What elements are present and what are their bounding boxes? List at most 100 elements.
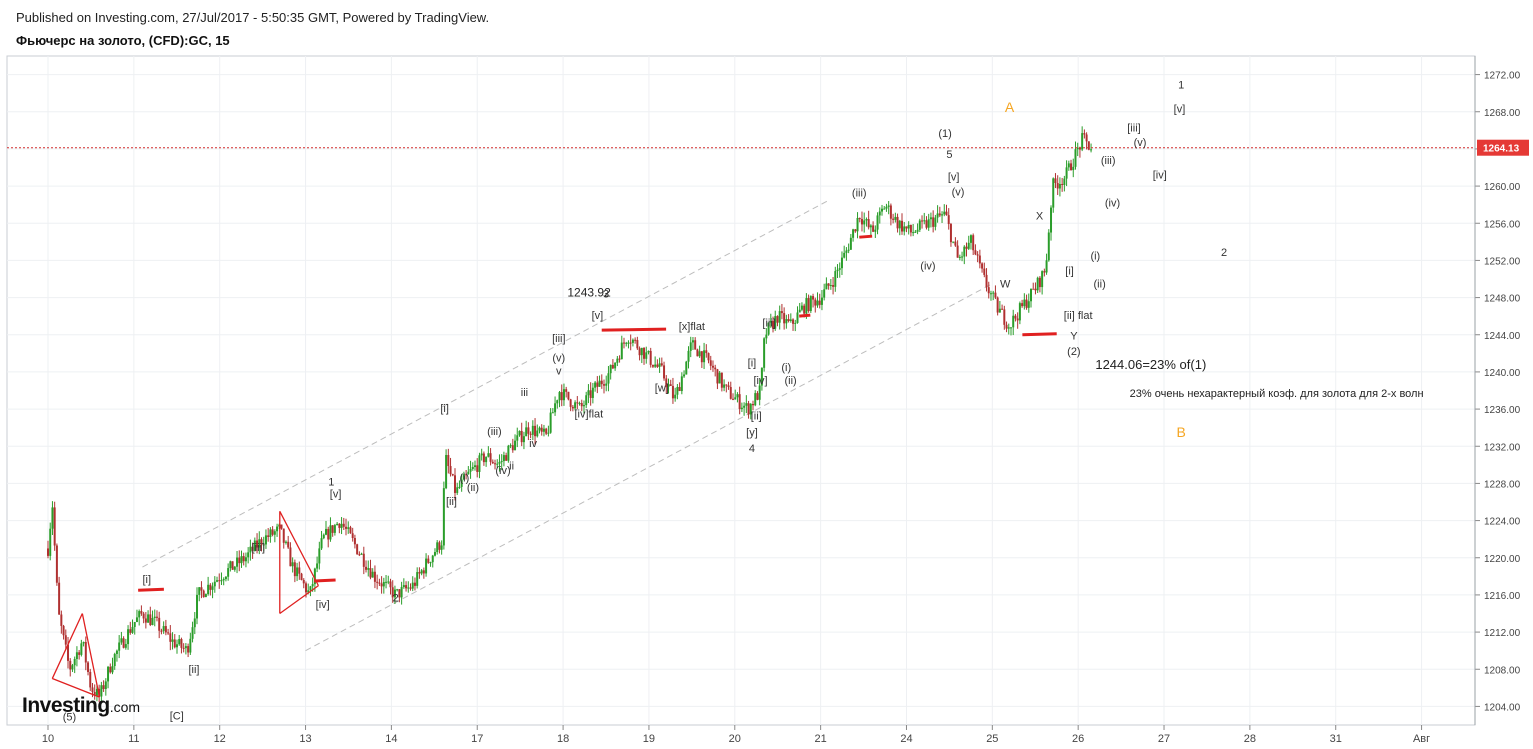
candle-body [133, 621, 136, 627]
candle-body [273, 531, 276, 535]
candle-body [585, 395, 588, 406]
candle-body [78, 652, 81, 655]
candle-body [164, 626, 167, 633]
candle-body [140, 611, 143, 614]
candle-body [927, 219, 930, 228]
candle-body [316, 563, 319, 569]
candle-body [422, 570, 425, 574]
candle-body [207, 584, 210, 595]
candle-body [358, 554, 361, 556]
candle-body [71, 665, 74, 670]
candle-body [193, 618, 196, 628]
candle-body [447, 455, 450, 467]
candle-body [783, 313, 786, 324]
candle-body [396, 589, 399, 591]
candle-body [578, 403, 581, 405]
candle-body [376, 581, 379, 583]
wave-label: (i) [459, 473, 469, 485]
candle-body [967, 242, 970, 249]
investing-logo: Investing.com [22, 694, 140, 718]
candle-body [1027, 301, 1030, 308]
candle-body [627, 342, 630, 344]
candle-body [582, 405, 585, 407]
candle-body [825, 283, 828, 290]
candle-body [389, 581, 392, 588]
candle-body [289, 547, 292, 567]
candle-body [122, 638, 125, 648]
candle-body [144, 618, 147, 623]
candle-body [907, 224, 910, 229]
candle-body [974, 250, 977, 255]
x-tick-label: 13 [299, 733, 311, 745]
candle-body [184, 646, 187, 649]
candle-body [602, 384, 605, 386]
wave-label: (iv) [495, 465, 510, 477]
candle-body [496, 463, 499, 465]
candle-body [534, 425, 537, 437]
candle-body [774, 316, 777, 329]
wave-label: ii [509, 460, 514, 472]
y-tick-label: 1248.00 [1484, 294, 1521, 305]
candle-body [451, 474, 454, 476]
candle-body [309, 586, 312, 591]
candle-body [1081, 133, 1084, 150]
candle-body [491, 461, 494, 464]
candle-body [954, 241, 957, 246]
candle-body [380, 583, 383, 587]
candle-body [838, 268, 841, 270]
candle-body [465, 474, 468, 476]
candle-body [778, 311, 781, 323]
candle-body [671, 385, 674, 399]
candle-body [347, 527, 350, 529]
candle-body [427, 558, 430, 563]
wave-label: [iii] [762, 317, 775, 329]
candle-body [436, 542, 439, 553]
candle-body [1085, 134, 1088, 142]
candle-body [224, 576, 227, 580]
candle-body [729, 387, 732, 399]
level-marker [138, 587, 164, 592]
wave-label: [v] [948, 172, 960, 184]
candle-body [981, 263, 984, 269]
candle-body [860, 219, 863, 225]
wave-label: (v) [1134, 137, 1147, 149]
candle-body [538, 427, 541, 431]
candle-body [55, 545, 58, 583]
candle-body [160, 630, 163, 632]
level-marker [314, 578, 336, 583]
wave-label: A [1005, 99, 1015, 115]
candle-body [1047, 232, 1050, 261]
candle-body [834, 271, 837, 287]
candle-body [883, 208, 886, 210]
candle-body [284, 541, 287, 543]
wave-label: [C] [170, 710, 184, 722]
candle-body [780, 311, 783, 314]
wave-label: (iv) [920, 261, 935, 273]
candle-body [903, 226, 906, 232]
candle-body [792, 319, 795, 324]
candle-body [736, 394, 739, 398]
candle-body [178, 639, 181, 645]
candle-body [249, 546, 252, 553]
candle-body [994, 292, 997, 298]
candle-body [772, 320, 775, 329]
candle-body [794, 322, 797, 324]
wave-label: B [1177, 424, 1186, 440]
candle-body [1009, 327, 1012, 329]
candle-body [643, 347, 646, 359]
candle-body [678, 387, 681, 392]
y-tick-label: 1240.00 [1484, 368, 1521, 379]
candle-body [173, 639, 176, 648]
wave-label: 4 [749, 443, 755, 455]
candle-body [965, 246, 968, 249]
candle-body [1050, 207, 1053, 233]
candle-body [511, 445, 514, 451]
candle-body [320, 538, 323, 549]
candle-body [531, 425, 534, 435]
candle-body [865, 219, 868, 221]
candle-body [271, 529, 274, 535]
wave-label: [iv] [754, 375, 768, 387]
wave-label: iii [521, 387, 528, 399]
candle-body [505, 455, 508, 461]
